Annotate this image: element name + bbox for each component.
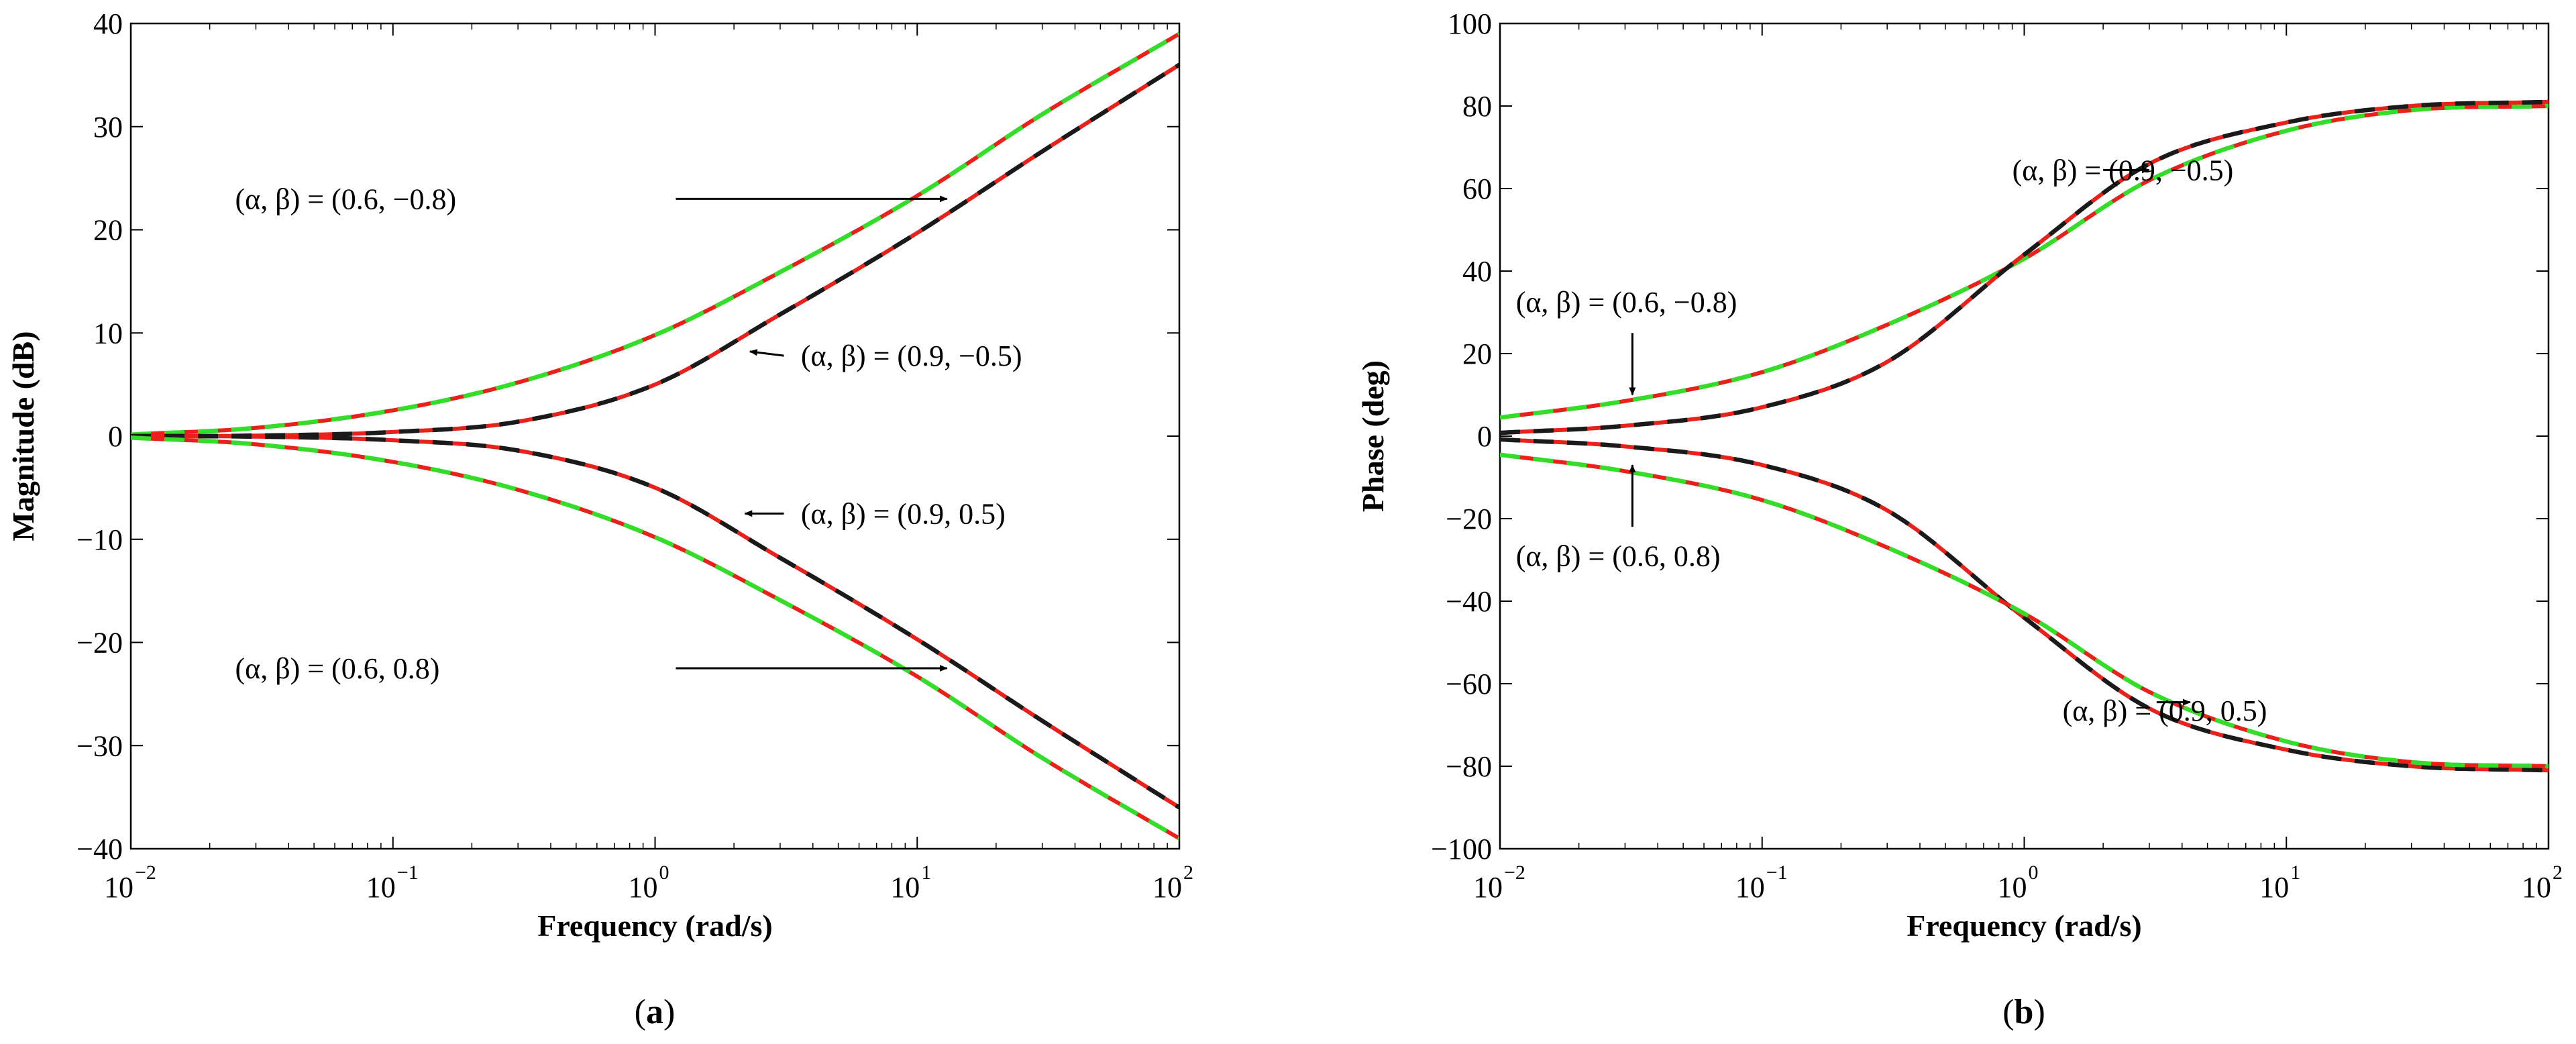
x-tick-exponent: 1 [921, 862, 931, 884]
x-tick-label: 10 −1 [1735, 862, 1788, 904]
x-tick-base: 10 [366, 871, 396, 904]
panel-caption-letter: b [2015, 993, 2034, 1031]
x-tick-base: 10 [890, 871, 920, 904]
y-tick-label: 40 [93, 7, 123, 40]
x-tick-label: 10 −2 [1473, 862, 1525, 904]
annotation: (α, β) = (0.9, −0.5) [2012, 154, 2234, 187]
series-line-exact [1500, 452, 2548, 768]
annotation: (α, β) = (0.9, −0.5) [749, 340, 1022, 372]
x-tick-label: 10 1 [890, 862, 931, 904]
series-line-approx [1500, 103, 2548, 420]
x-tick-base: 10 [1735, 871, 1765, 904]
series-line-exact [131, 435, 1179, 841]
y-tick-label: −40 [1446, 585, 1492, 618]
y-tick-label: 0 [1477, 420, 1492, 453]
y-tick-label: −10 [76, 523, 123, 556]
phase-chart: 10 −2 10 −1 10 0 10 1 10 2−100−80−60−40−200204060… [1356, 7, 2563, 1031]
annotation: (α, β) = (0.6, −0.8) [1516, 286, 1737, 396]
y-tick-label: 30 [93, 111, 123, 144]
y-axis-label: Magnitude (dB) [6, 331, 40, 541]
y-tick-label: −100 [1431, 833, 1492, 866]
x-tick-exponent: 1 [2290, 862, 2300, 884]
plot-frame [1499, 22, 2550, 850]
x-tick-label: 10 2 [2522, 862, 2563, 904]
y-tick-label: 0 [108, 420, 123, 453]
y-tick-label: 80 [1462, 90, 1492, 123]
annotation-label: (α, β) = (0.6, −0.8) [1516, 286, 1737, 319]
series-line-exact [131, 434, 1179, 810]
y-tick-label: −30 [76, 729, 123, 762]
y-tick-label: −20 [76, 627, 123, 660]
y-tick-label: 60 [1462, 172, 1492, 205]
x-tick-label: 10 1 [2259, 862, 2300, 904]
panel-caption: (b) [2002, 993, 2045, 1031]
annotation-label: (α, β) = (0.6, 0.8) [1516, 539, 1721, 572]
y-tick-label: 100 [1448, 7, 1492, 40]
x-tick-exponent: 2 [2553, 862, 2563, 884]
series-line-approx [131, 435, 1179, 841]
series-line-approx [1500, 99, 2548, 435]
annotation: (α, β) = (0.9, 0.5) [2063, 694, 2267, 727]
x-tick-label: 10 0 [629, 862, 669, 904]
annotation: (α, β) = (0.6, 0.8) [235, 652, 948, 685]
x-tick-exponent: −1 [397, 862, 419, 884]
y-tick-label: −40 [76, 833, 123, 866]
y-tick-label: 40 [1462, 255, 1492, 288]
series-line-exact [1500, 99, 2548, 435]
y-tick-label: 20 [93, 214, 123, 247]
annotation-label: (α, β) = (0.6, −0.8) [235, 182, 456, 215]
x-tick-base: 10 [629, 871, 658, 904]
annotation: (α, β) = (0.9, 0.5) [744, 497, 1006, 530]
x-tick-exponent: 0 [2029, 862, 2039, 884]
x-tick-label: 10 −2 [104, 862, 156, 904]
annotation-arrow [749, 349, 784, 357]
x-axis-label: Frequency (rad/s) [1907, 908, 2142, 943]
x-tick-exponent: 0 [659, 862, 669, 884]
curves [131, 32, 1179, 841]
x-tick-exponent: −2 [1504, 862, 1525, 884]
series-line-exact [131, 32, 1179, 437]
series-line-approx [1500, 437, 2548, 773]
series-line-approx [131, 433, 1179, 810]
series-line-exact [1500, 104, 2548, 420]
magnitude-chart: 10 −2 10 −1 10 0 10 1 10 2−40−30−20−10010203040Fr… [6, 7, 1193, 1031]
x-tick-label: 10 −1 [366, 862, 419, 904]
y-tick-label: −80 [1446, 750, 1492, 783]
x-axis-label: Frequency (rad/s) [537, 908, 773, 943]
x-tick-label: 10 0 [1998, 862, 2039, 904]
x-tick-exponent: 2 [1183, 862, 1193, 884]
y-tick-label: −60 [1446, 668, 1492, 700]
x-tick-exponent: −1 [1766, 862, 1788, 884]
y-axis-label: Phase (deg) [1356, 360, 1390, 512]
series-line-approx [131, 62, 1179, 439]
x-tick-label: 10 2 [1152, 862, 1193, 904]
annotation-label: (α, β) = (0.9, 0.5) [801, 497, 1006, 530]
panel-caption: (a) [635, 993, 676, 1031]
x-tick-base: 10 [104, 871, 133, 904]
y-tick-label: 20 [1462, 337, 1492, 370]
x-tick-base: 10 [2259, 871, 2289, 904]
x-tick-base: 10 [2522, 871, 2551, 904]
x-tick-base: 10 [1473, 871, 1503, 904]
x-tick-base: 10 [1152, 871, 1182, 904]
curves [1500, 99, 2548, 773]
annotation-label: (α, β) = (0.9, 0.5) [2063, 694, 2267, 727]
series-line-approx [131, 32, 1179, 437]
y-tick-label: 10 [93, 317, 123, 350]
x-tick-base: 10 [1998, 871, 2027, 904]
series-line-approx [1500, 452, 2548, 769]
series-line-exact [131, 62, 1179, 438]
panel-caption-letter: a [646, 993, 663, 1031]
annotation: (α, β) = (0.6, 0.8) [1516, 464, 1721, 572]
series-line-exact [1500, 437, 2548, 773]
y-tick-label: −20 [1446, 503, 1492, 535]
annotation-label: (α, β) = (0.9, −0.5) [801, 340, 1022, 372]
x-tick-exponent: −2 [135, 862, 156, 884]
annotation: (α, β) = (0.6, −0.8) [235, 182, 948, 215]
annotation-label: (α, β) = (0.6, 0.8) [235, 652, 439, 685]
